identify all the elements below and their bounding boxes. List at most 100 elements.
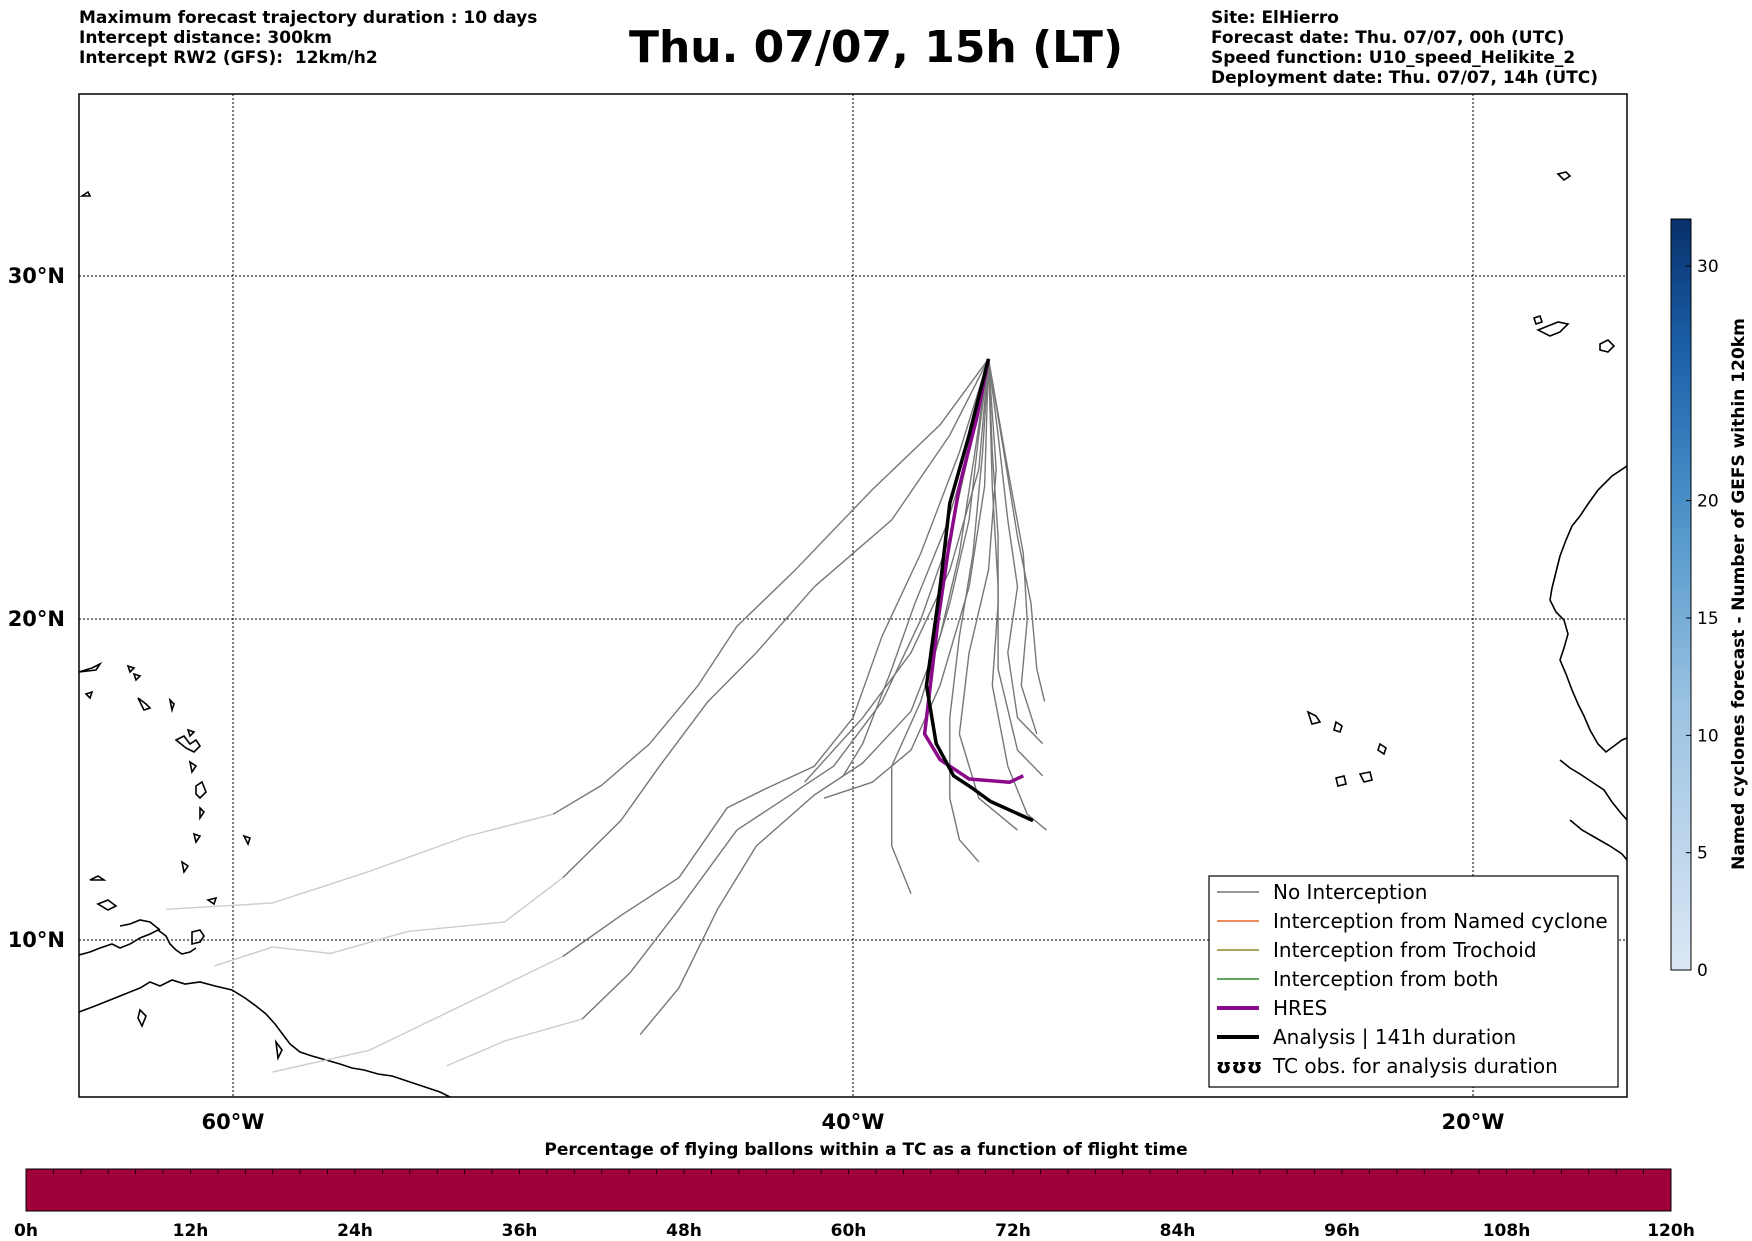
header-right-line-2: Forecast date: Thu. 07/07, 00h (UTC) <box>1211 28 1565 48</box>
coast-south-america <box>79 979 451 1097</box>
no-interception-track-13 <box>804 358 990 783</box>
coast-caribbean-2 <box>79 661 103 673</box>
legend-label-analysis: Analysis | 141h duration <box>1273 1025 1516 1049</box>
coast-caribbean-9 <box>186 728 196 738</box>
legend-label-named-cyclone: Interception from Named cyclone <box>1273 909 1608 933</box>
lat-tick-labels: 30°N 20°N 10°N <box>8 264 65 952</box>
coast-canary-3 <box>1532 314 1544 326</box>
header-right-line-1: Site: ElHierro <box>1211 8 1339 28</box>
no-interception-track-2 <box>562 358 990 958</box>
page-title: Thu. 07/07, 15h (LT) <box>628 22 1124 73</box>
coast-caribbean-13 <box>192 832 202 844</box>
header-right-line-4: Deployment date: Thu. 07/07, 14h (UTC) <box>1211 68 1598 88</box>
trajectory-tracks <box>166 358 1047 1073</box>
coast-trinidad <box>191 929 205 946</box>
coast-caribbean-7 <box>168 697 175 714</box>
lon-tick-40w: 40°W <box>822 1110 885 1134</box>
map-frame <box>78 93 1628 1098</box>
coast-caribbean-15 <box>242 834 252 847</box>
colorbar-gradient <box>1670 218 1692 971</box>
no-interception-track-far-2 <box>272 955 564 1073</box>
coast-caribbean-12 <box>199 806 206 821</box>
timebar-title: Percentage of flying ballons within a TC… <box>544 1140 1187 1160</box>
timebar-tick-label: 108h <box>1483 1221 1531 1241</box>
no-interception-track-10 <box>958 358 1018 831</box>
legend-box <box>1208 875 1619 1088</box>
colorbar-tick-label-15: 15 <box>1697 609 1719 629</box>
timebar-tick-label: 84h <box>1160 1221 1196 1241</box>
header-left-line-3: Intercept RW2 (GFS): 12km/h2 <box>79 48 378 68</box>
coast-cape-verde-2 <box>1333 720 1343 734</box>
coast-caribbean-11 <box>195 780 207 800</box>
no-interception-track-7 <box>987 358 1047 831</box>
coast-gulf-paria <box>119 919 161 931</box>
coast-cape-verde-5 <box>1335 775 1347 787</box>
hres-track <box>922 358 1025 784</box>
lon-tick-labels: 60°W 40°W 20°W <box>202 1110 1505 1134</box>
coast-cape-verde-3 <box>1377 742 1387 756</box>
coast-cape-verde-4 <box>1358 771 1373 783</box>
legend-label-trochoid: Interception from Trochoid <box>1273 938 1537 962</box>
colorbar: 0 5 10 15 20 30 Named cyclones forecast - Num… <box>1670 218 1749 981</box>
no-interception-track-8 <box>987 358 1044 745</box>
lon-tick-20w: 20°W <box>1442 1110 1505 1134</box>
coast-caribbean-5 <box>132 672 142 682</box>
coast-senegal-south <box>1559 759 1627 821</box>
coast-madeira <box>1556 171 1572 182</box>
no-interception-track-12 <box>987 358 1044 777</box>
coast-caribbean-8 <box>174 734 202 753</box>
coast-caribbean-3 <box>84 690 94 700</box>
header-left-line-2: Intercept distance: 300km <box>79 28 332 48</box>
header-left-line-1: Maximum forecast trajectory duration : 1… <box>79 8 538 28</box>
lat-tick-10n: 10°N <box>8 928 65 952</box>
no-interception-track-1 <box>562 358 990 879</box>
coast-canary-2 <box>1599 339 1616 353</box>
coastlines <box>79 171 1627 1097</box>
timebar-tick-label: 24h <box>337 1221 373 1241</box>
timebar-tick-label: 96h <box>1324 1221 1360 1241</box>
timebar-tick-label: 36h <box>502 1221 538 1241</box>
timebar-tick-label: 72h <box>995 1221 1031 1241</box>
colorbar-tick-label-5: 5 <box>1697 844 1708 864</box>
timebar-tick-label: 60h <box>831 1221 867 1241</box>
timebar-minor-ticks <box>25 1169 1672 1174</box>
coast-guinea <box>1569 819 1627 861</box>
coast-caribbean-6 <box>137 697 152 711</box>
lat-tick-30n: 30°N <box>8 264 65 288</box>
no-interception-track-far-1 <box>214 877 564 967</box>
timebar-tick-label: 0h <box>14 1221 38 1241</box>
coast-caribbean-10 <box>188 760 198 775</box>
coast-cape-verde-1 <box>1306 710 1322 725</box>
timebar <box>25 1168 1672 1212</box>
legend: No Interception Interception from Named … <box>1208 875 1619 1088</box>
coast-caribbean-18 <box>206 896 218 906</box>
coast-west-africa <box>1549 465 1627 754</box>
coast-caribbean-4 <box>126 664 136 674</box>
coast-caribbean-19 <box>137 1008 147 1028</box>
coast-caribbean-14 <box>180 860 190 875</box>
colorbar-label: Named cyclones forecast - Number of GEFS… <box>1729 318 1749 870</box>
coast-venezuela-west <box>79 929 197 956</box>
coast-caribbean-20 <box>274 1039 283 1061</box>
colorbar-tick-label-10: 10 <box>1697 726 1719 746</box>
lat-tick-20n: 20°N <box>8 607 65 631</box>
colorbar-tick-label-20: 20 <box>1697 492 1719 512</box>
legend-label-tc-obs: TC obs. for analysis duration <box>1272 1054 1558 1078</box>
no-interception-track-15 <box>987 358 1038 735</box>
timebar-tick-labels: 0h 12h 24h 36h 48h 60h 72h 84h 96h 108h 120h <box>14 1221 1695 1241</box>
timebar-tick-label: 48h <box>666 1221 702 1241</box>
colorbar-tick-label-0: 0 <box>1697 961 1708 981</box>
no-interception-track-far-3 <box>446 1018 583 1067</box>
legend-symbol-tc-obs: ʊʊʊ <box>1216 1054 1262 1078</box>
coast-caribbean-16 <box>89 875 107 881</box>
no-interception-track-6 <box>949 358 990 863</box>
coast-caribbean-1 <box>79 190 92 197</box>
timebar-tick-label: 12h <box>173 1221 209 1241</box>
timebar-tick-label: 120h <box>1647 1221 1695 1241</box>
colorbar-tick-label-30: 30 <box>1697 257 1719 277</box>
coast-caribbean-17 <box>96 899 118 911</box>
analysis-track <box>924 358 1034 823</box>
legend-label-both: Interception from both <box>1273 967 1499 991</box>
legend-label-hres: HRES <box>1273 996 1327 1020</box>
